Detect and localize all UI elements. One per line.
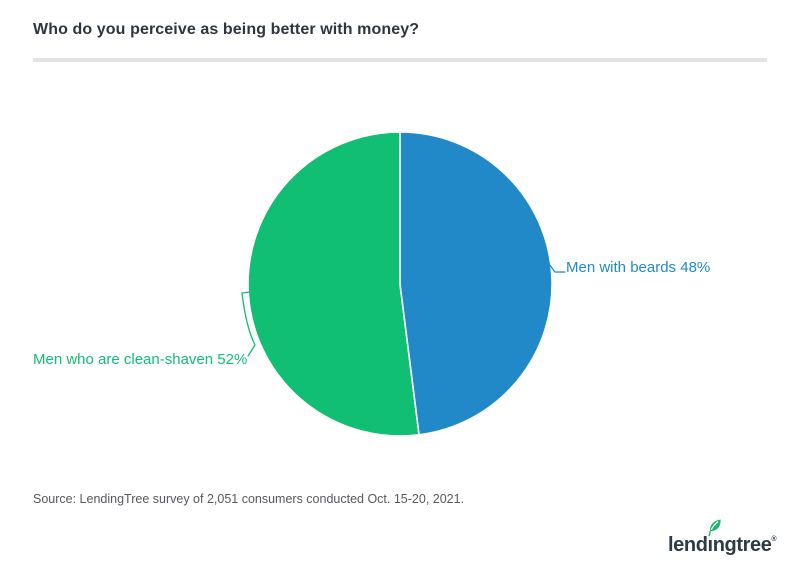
page-title: Who do you perceive as being better with… <box>33 21 420 38</box>
leader-line-men-with-beards <box>548 263 566 273</box>
logo-text-i-glyph: ı <box>707 534 714 556</box>
registered-trademark: ® <box>771 536 777 543</box>
slice-label-clean-shaven: Men who are clean-shaven 52% <box>33 351 248 368</box>
pie-chart-canvas <box>241 131 566 437</box>
logo-text-part2: ngtree <box>712 534 772 556</box>
pie-slice-clean-shaven <box>247 131 420 437</box>
lendingtree-logo: lend ıngtree® <box>668 514 788 559</box>
logo-wordmark: lend ıngtree® <box>668 519 777 557</box>
slice-label-men-with-beards: Men with beards 48% <box>566 259 711 276</box>
title-divider <box>33 58 767 62</box>
source-note: Source: LendingTree survey of 2,051 cons… <box>33 492 465 506</box>
leaf-icon <box>707 519 721 537</box>
pie-chart: Men with beards 48% Men who are clean-sh… <box>33 131 711 437</box>
pie-slice-men-with-beards <box>399 131 553 436</box>
logo-letter-i: ı <box>707 519 721 556</box>
logo-text-part1: lend <box>668 534 708 556</box>
leader-line-clean-shaven <box>241 291 256 357</box>
